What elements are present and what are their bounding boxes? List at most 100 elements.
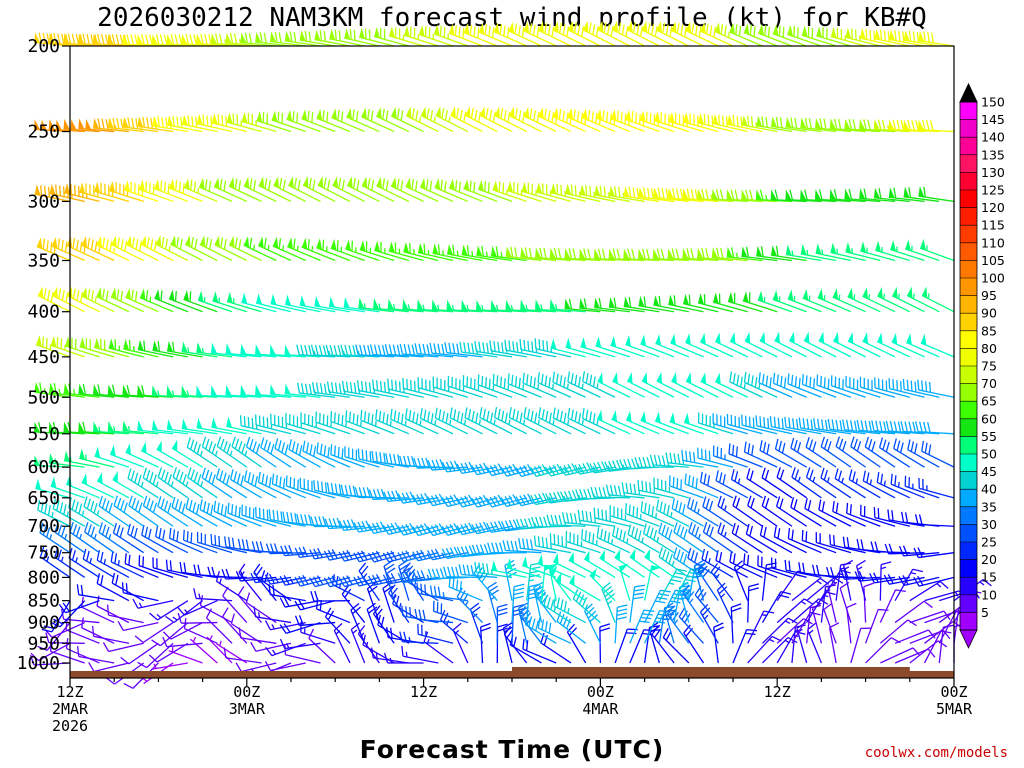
wind-barb (444, 342, 483, 358)
wind-barb (152, 557, 189, 579)
wind-barb (599, 623, 611, 663)
y-tick-label: 550 (27, 424, 60, 445)
wind-barb (434, 178, 469, 203)
wind-barb (359, 240, 395, 262)
wind-barb (250, 641, 292, 652)
wind-barb (384, 344, 424, 358)
colorbar-label: 130 (981, 165, 1005, 180)
wind-barb (241, 292, 277, 313)
wind-barb (729, 551, 763, 579)
wind-barb (842, 419, 881, 435)
wind-barb (111, 572, 144, 602)
wind-barb (511, 604, 524, 644)
colorbar-swatch (960, 612, 977, 631)
wind-barb (168, 178, 203, 203)
wind-barb (414, 609, 454, 624)
wind-barb (37, 499, 71, 527)
colorbar-swatch (960, 489, 977, 508)
wind-barb (730, 603, 742, 644)
wind-barb (310, 516, 350, 528)
colorbar-label: 30 (981, 517, 997, 532)
wind-barb (745, 523, 778, 554)
wind-barb (215, 468, 248, 499)
wind-barb (593, 248, 630, 262)
wind-barb (301, 109, 336, 133)
wind-barb (140, 235, 174, 262)
wind-barb (432, 600, 469, 624)
wind-barb (669, 412, 704, 435)
wind-barb (715, 470, 749, 499)
wind-barb (39, 546, 71, 578)
wind-barb (123, 339, 159, 358)
wind-barb (48, 421, 85, 435)
colorbar-swatch (960, 454, 977, 473)
wind-barb (79, 337, 115, 358)
wind-barb (223, 647, 262, 664)
wind-barb (331, 108, 365, 133)
wind-barb (492, 373, 527, 398)
wind-barb (461, 299, 498, 313)
wind-barb (518, 537, 557, 554)
wind-barb (579, 248, 616, 262)
wind-barb (550, 182, 586, 203)
wind-barb (50, 335, 85, 358)
y-tick-label: 700 (27, 516, 60, 537)
wind-barb (403, 25, 439, 47)
wind-barb (345, 410, 380, 435)
wind-barb (490, 299, 527, 313)
wind-barb (667, 248, 704, 262)
wind-barb (376, 107, 410, 133)
colorbar-label: 80 (981, 341, 997, 356)
wind-barb (731, 522, 763, 554)
wind-barb (121, 582, 159, 602)
y-tick-label: 950 (27, 633, 60, 654)
wind-barb (383, 652, 424, 664)
wind-barb (494, 106, 528, 133)
wind-barb (361, 107, 395, 133)
wind-barb (845, 375, 881, 398)
y-tick-label: 400 (27, 302, 60, 323)
wind-barb (152, 340, 188, 358)
wind-barb (288, 439, 321, 468)
wind-barb (726, 246, 763, 262)
wind-barb (785, 116, 822, 133)
wind-barb (376, 176, 410, 203)
wind-barb (301, 237, 336, 262)
wind-barb (429, 585, 468, 602)
wind-barb (477, 374, 513, 398)
wind-barb (79, 448, 115, 468)
wind-barb (758, 23, 793, 47)
wind-barb (226, 416, 262, 435)
wind-barb (226, 291, 262, 313)
wind-barb (383, 490, 424, 503)
wind-barb (552, 371, 586, 398)
wind-barb (917, 379, 955, 398)
wind-barb (697, 447, 734, 468)
wind-barb (109, 444, 144, 468)
wind-barb (743, 23, 778, 47)
wind-barb (828, 622, 840, 664)
wind-barb (683, 112, 719, 133)
wind-barb (254, 414, 292, 435)
wind-barb (596, 527, 631, 554)
wind-barb (167, 115, 203, 133)
wind-barb (419, 407, 454, 435)
wind-barb (614, 549, 645, 578)
wind-barb (759, 524, 793, 554)
wind-barb (330, 444, 365, 468)
wind-barb (567, 407, 601, 435)
wind-barb (877, 287, 911, 313)
wind-barb (201, 467, 233, 499)
wind-barb (245, 436, 277, 468)
y-tick-label: 200 (27, 36, 60, 57)
wind-barb (464, 407, 498, 435)
wind-barb (685, 21, 719, 47)
wind-barb (141, 524, 174, 554)
wind-barb (814, 189, 851, 203)
wind-barb (186, 437, 218, 468)
wind-barb (80, 596, 115, 624)
wind-barb (772, 289, 807, 313)
wind-barb (871, 420, 910, 435)
wind-barb (798, 417, 837, 435)
wind-barb (316, 442, 351, 468)
